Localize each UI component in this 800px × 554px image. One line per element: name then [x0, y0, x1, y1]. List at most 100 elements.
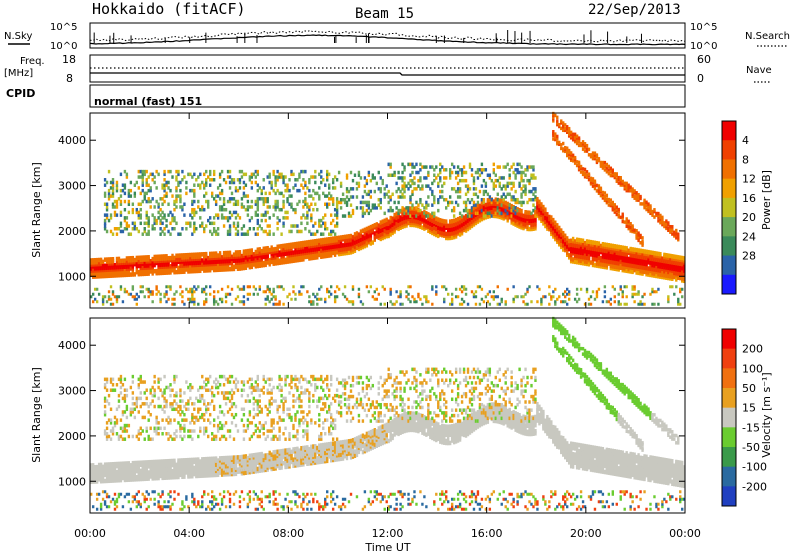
- heatmap-cell: [544, 219, 547, 225]
- heatmap-cell: [583, 143, 587, 148]
- heatmap-cell: [149, 265, 152, 270]
- heatmap-cell: [474, 192, 478, 197]
- heatmap-cell: [137, 259, 140, 265]
- heatmap-cell: [119, 385, 123, 390]
- heatmap-cell: [466, 197, 470, 202]
- heatmap-cell: [109, 213, 113, 217]
- heatmap-cell: [409, 214, 412, 218]
- heatmap-cell: [641, 252, 644, 258]
- heatmap-cell: [121, 383, 125, 387]
- heatmap-cell: [214, 251, 218, 256]
- heatmap-cell: [117, 404, 121, 409]
- heatmap-cell: [383, 287, 386, 291]
- heatmap-cell: [466, 302, 470, 306]
- heatmap-cell: [506, 192, 509, 197]
- heatmap-cell: [216, 302, 220, 306]
- heatmap-cell: [220, 297, 224, 301]
- heatmap-cell: [310, 216, 313, 220]
- heatmap-cell: [250, 186, 254, 190]
- heatmap-cell: [268, 290, 271, 294]
- heatmap-cell: [462, 170, 466, 175]
- heatmap-cell: [462, 225, 466, 231]
- heatmap-cell: [224, 267, 228, 272]
- heatmap-cell: [508, 168, 511, 172]
- heatmap-cell: [143, 295, 146, 299]
- heatmap-cell: [242, 180, 246, 185]
- heatmap-cell: [633, 189, 636, 193]
- heatmap-cell: [113, 500, 117, 504]
- heatmap-cell: [123, 183, 127, 187]
- heatmap-cell: [224, 292, 228, 296]
- heatmap-cell: [625, 185, 628, 189]
- heatmap-cell: [113, 199, 117, 204]
- heatmap-cell: [567, 292, 571, 296]
- heatmap-cell: [575, 136, 579, 140]
- heatmap-cell: [401, 176, 404, 180]
- heatmap-cell: [131, 264, 135, 269]
- heatmap-cell: [647, 202, 650, 206]
- heatmap-cell: [129, 412, 133, 417]
- heatmap-cell: [496, 178, 499, 183]
- heatmap-cell: [611, 173, 614, 178]
- heatmap-cell: [272, 287, 275, 291]
- heatmap-cell: [397, 195, 400, 199]
- heatmap-cell: [335, 213, 339, 217]
- heatmap-cell: [583, 302, 587, 306]
- heatmap-cell: [153, 175, 156, 179]
- heatmap-cell: [433, 195, 436, 199]
- heatmap-cell: [500, 176, 503, 180]
- heatmap-cell: [115, 478, 119, 483]
- heatmap-cell: [101, 300, 105, 304]
- heatmap-cell: [575, 259, 579, 265]
- heatmap-cell: [316, 238, 319, 244]
- heatmap-cell: [591, 240, 595, 245]
- heatmap-cell: [234, 188, 238, 193]
- heatmap-cell: [331, 202, 335, 207]
- heatmap-cell: [617, 207, 620, 212]
- heatmap-cell: [367, 173, 371, 177]
- heatmap-cell: [474, 290, 478, 294]
- heatmap-cell: [159, 221, 162, 226]
- heatmap-cell: [115, 260, 119, 266]
- heatmap-cell: [649, 254, 652, 259]
- heatmap-cell: [131, 287, 135, 291]
- heatmap-cell: [611, 172, 614, 176]
- heatmap-cell: [579, 170, 583, 174]
- heatmap-cell: [589, 260, 593, 265]
- heatmap-cell: [153, 216, 156, 220]
- heatmap-cell: [661, 221, 664, 225]
- heatmap-cell: [673, 232, 676, 236]
- heatmap-cell: [480, 297, 484, 301]
- heatmap-cell: [583, 174, 587, 179]
- heatmap-cell: [230, 213, 234, 217]
- heatmap-cell: [326, 205, 329, 209]
- heatmap-cell: [117, 492, 121, 496]
- heatmap-cell: [179, 188, 182, 193]
- heatmap-cell: [163, 292, 166, 296]
- heatmap-cell: [228, 210, 232, 215]
- heatmap-cell: [448, 176, 452, 180]
- heatmap-cell: [567, 128, 571, 133]
- heatmap-cell: [532, 187, 535, 191]
- heatmap-cell: [173, 255, 176, 261]
- heatmap-cell: [90, 258, 93, 263]
- heatmap-cell: [458, 302, 462, 306]
- heatmap-cell: [564, 126, 567, 131]
- heatmap-cell: [125, 172, 129, 177]
- heatmap-cell: [242, 300, 246, 304]
- heatmap-cell: [587, 147, 591, 152]
- heatmap-cell: [351, 208, 355, 213]
- heatmap-cell: [637, 238, 640, 243]
- heatmap-cell: [669, 263, 672, 269]
- heatmap-cell: [605, 193, 609, 198]
- heatmap-cell: [655, 265, 658, 271]
- heatmap-cell: [171, 216, 174, 220]
- heatmap-cell: [621, 290, 624, 294]
- heatmap-cell: [197, 302, 200, 306]
- heatmap-cell: [123, 268, 127, 274]
- noise-sky-label: N.Sky: [4, 31, 32, 42]
- heatmap-cell: [173, 292, 176, 296]
- heatmap-cell: [528, 181, 531, 186]
- heatmap-cell: [595, 257, 599, 262]
